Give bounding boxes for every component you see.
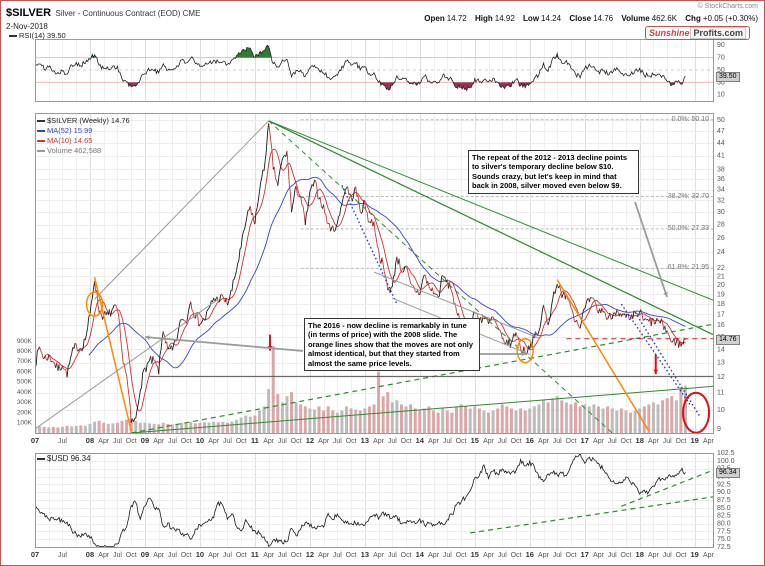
sunshine-profits-logo: Sunshine Profits.com: [644, 26, 750, 40]
rsi-legend: RSI(14) 39.50: [9, 31, 66, 40]
main-legend-ma52: MA(52) 15.99: [37, 126, 92, 135]
volume-label: Volume: [621, 14, 650, 23]
header: $SILVER Silver - Continuous Contract (EO…: [6, 3, 200, 31]
low-value: 14.24: [541, 14, 562, 23]
chart-date: 2-Nov-2018: [6, 22, 48, 31]
logo-part1: Sunshine: [648, 28, 690, 38]
rsi-legend-label: RSI(14) 39.50: [19, 31, 66, 40]
symbol-description: Silver - Continuous Contract (EOD) CME: [55, 9, 201, 18]
fib-label: 38.2%: 32.70: [667, 192, 709, 200]
rsi-line-swatch-icon: [9, 35, 17, 38]
rsi-last-value-box: 39.50: [716, 72, 740, 82]
stockcharts-credit: © StockCharts.com: [697, 3, 758, 10]
annotation-box-2016-decline: The 2016 - now decline is remarkably in …: [304, 318, 480, 371]
low-label: Low: [523, 14, 540, 23]
chg-value: +0.05 (+0.30%): [702, 14, 758, 23]
ohlc-row: Open 14.72 High 14.92 Low 14.24 Close 14.76 …: [418, 14, 758, 23]
fib-label: 61.8%: 21.95: [667, 264, 709, 272]
main-legend-volume-label: Volume 462,588: [47, 146, 102, 155]
open-value: 14.72: [446, 14, 467, 23]
close-label: Close: [569, 14, 592, 23]
main-legend-volume: Volume 462,588: [37, 146, 101, 155]
main-legend-ma52-label: MA(52) 15.99: [47, 126, 93, 135]
open-label: Open: [424, 14, 445, 23]
usd-legend-label: $USD 96.34: [47, 454, 91, 463]
usd-line-swatch-icon: [37, 457, 45, 460]
close-value: 14.76: [593, 14, 614, 23]
annotation-box-repeat-decline: The repeat of the 2012 - 2013 decline po…: [468, 150, 639, 194]
price-last-value-box: 14.76: [716, 335, 740, 345]
main-legend-price: $SILVER (Weekly) 14.76: [37, 116, 130, 125]
high-label: High: [475, 14, 493, 23]
volume-swatch-icon: [37, 150, 45, 153]
usd-last-value-box: 96.34: [716, 468, 740, 478]
main-legend-ma10-label: MA(10) 14.65: [47, 136, 93, 145]
price-line-swatch-icon: [37, 120, 45, 123]
logo-part2: Profits.com: [690, 27, 746, 39]
ma10-line-swatch-icon: [37, 140, 45, 143]
main-legend-price-label: $SILVER (Weekly) 14.76: [47, 116, 130, 125]
usd-legend: $USD 96.34: [37, 454, 91, 463]
fib-label: 0.0%: 50.10: [671, 115, 709, 123]
fib-label: 50.0%: 27.33: [667, 224, 709, 232]
symbol: $SILVER: [6, 7, 52, 19]
ma52-line-swatch-icon: [37, 130, 45, 133]
chg-label: Chg: [685, 14, 701, 23]
main-legend-ma10: MA(10) 14.65: [37, 136, 92, 145]
volume-value: 462.6K: [651, 14, 678, 23]
high-value: 14.92: [494, 14, 515, 23]
